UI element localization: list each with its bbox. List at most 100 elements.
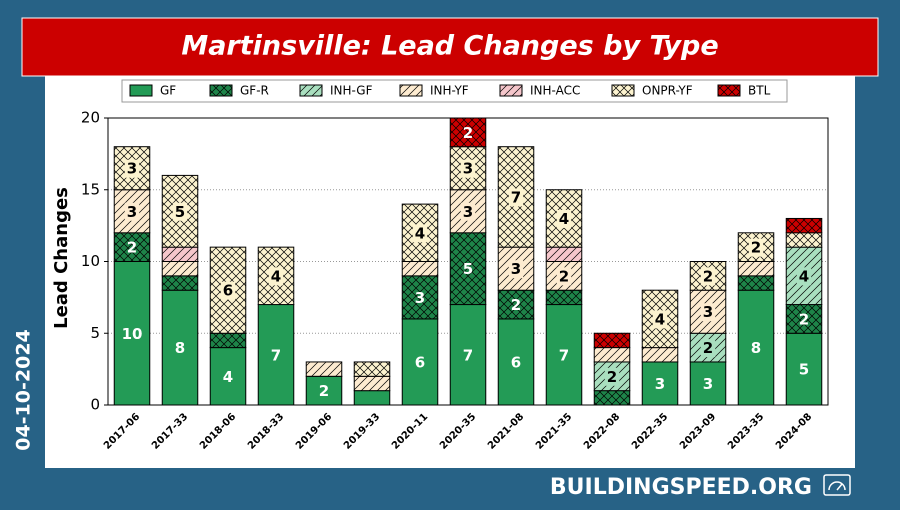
legend-swatch (129, 84, 153, 97)
data-label: 6 (511, 353, 521, 371)
legend-label: INH-ACC (530, 84, 580, 98)
legend-swatch (399, 84, 423, 97)
bar-segment (401, 261, 439, 277)
data-label: 7 (559, 346, 569, 364)
data-label: 4 (223, 368, 233, 386)
bar-segment (497, 318, 535, 406)
data-label: 4 (799, 267, 809, 285)
bar-segment (593, 347, 631, 363)
y-tick-label: 20 (81, 109, 100, 127)
bar-segment (161, 275, 199, 291)
data-label: 3 (703, 375, 713, 393)
legend-swatch (299, 84, 323, 97)
data-label: 5 (799, 361, 809, 379)
site-icon (823, 474, 851, 496)
data-label: 4 (655, 310, 665, 328)
y-tick-label: 5 (90, 324, 100, 342)
data-label: 3 (415, 289, 425, 307)
title-banner (21, 17, 879, 77)
legend-label: BTL (748, 84, 771, 98)
bar-segment (785, 217, 823, 234)
y-axis-title: Lead Changes (51, 187, 72, 329)
bar-segment (305, 375, 343, 406)
site-name: BUILDINGSPEED.ORG (550, 475, 812, 500)
data-label: 3 (511, 260, 521, 278)
bar-segment (497, 289, 535, 320)
data-label: 2 (559, 267, 569, 285)
data-label: 2 (703, 267, 713, 285)
data-label: 10 (122, 325, 143, 343)
bar-segment (449, 304, 487, 406)
data-label: 4 (271, 267, 281, 285)
data-label: 3 (127, 160, 137, 178)
legend-label: INH-GF (330, 84, 373, 98)
data-label: 2 (799, 310, 809, 328)
legend-label: ONPR-YF (642, 84, 693, 98)
bar-segment (641, 289, 679, 349)
bar-segment (161, 246, 199, 262)
chart-title: Martinsville: Lead Changes by Type (181, 31, 718, 62)
data-label: 3 (127, 203, 137, 221)
legend-label: GF (160, 84, 176, 98)
y-tick-label: 10 (81, 252, 100, 270)
data-label: 8 (175, 339, 185, 357)
bar-segment (737, 261, 775, 277)
data-label: 6 (223, 282, 233, 300)
data-label: 2 (463, 124, 473, 142)
data-label: 2 (607, 368, 617, 386)
data-label: 4 (559, 210, 569, 228)
bar-segment (593, 390, 631, 406)
data-label: 8 (751, 339, 761, 357)
legend-swatch (717, 84, 741, 97)
bar-segment (209, 332, 247, 349)
data-label: 3 (463, 203, 473, 221)
legend-label: GF-R (240, 84, 269, 98)
data-label: 7 (463, 346, 473, 364)
data-label: 7 (511, 188, 521, 206)
bar-segment (545, 304, 583, 406)
bar-segment (161, 261, 199, 277)
legend: GF GF-R INH-GF INH-YF INH-ACC ONPR-YF BTL (121, 79, 788, 103)
data-label: 2 (511, 296, 521, 314)
bar-segment (689, 361, 727, 406)
legend-swatch (499, 84, 523, 97)
data-label: 5 (463, 260, 473, 278)
data-label: 6 (415, 353, 425, 371)
data-label: 2 (127, 239, 137, 257)
bar-segment (353, 361, 391, 377)
bar-segment (305, 361, 343, 377)
legend-swatch (611, 84, 635, 97)
bar-segment (353, 390, 391, 406)
plot-frame (107, 117, 829, 406)
y-tick-label: 0 (90, 396, 100, 414)
bar-segment (161, 289, 199, 406)
legend-label: INH-YF (430, 84, 469, 98)
bar-segment (401, 275, 439, 320)
bar-segment (641, 347, 679, 363)
y-tick-label: 15 (81, 180, 100, 198)
bar-segment (737, 289, 775, 406)
bar-segment (353, 375, 391, 392)
data-label: 3 (655, 375, 665, 393)
data-label: 3 (463, 160, 473, 178)
data-label: 7 (271, 346, 281, 364)
date: 04-10-2024 (13, 329, 35, 451)
data-label: 2 (319, 382, 329, 400)
bar-segment (545, 289, 583, 306)
bar-segment (113, 232, 151, 263)
data-label: 3 (703, 303, 713, 321)
data-label: 2 (703, 339, 713, 357)
bar-segment (593, 332, 631, 349)
bar-segment (545, 246, 583, 262)
data-label: 5 (175, 203, 185, 221)
data-label: 2 (751, 239, 761, 257)
bar-segment (449, 117, 487, 148)
bar-segment (785, 232, 823, 248)
bar-segment (737, 275, 775, 291)
legend-swatch (209, 84, 233, 97)
bar-segment (209, 347, 247, 406)
data-label: 4 (415, 224, 425, 242)
bar-segment (449, 232, 487, 306)
